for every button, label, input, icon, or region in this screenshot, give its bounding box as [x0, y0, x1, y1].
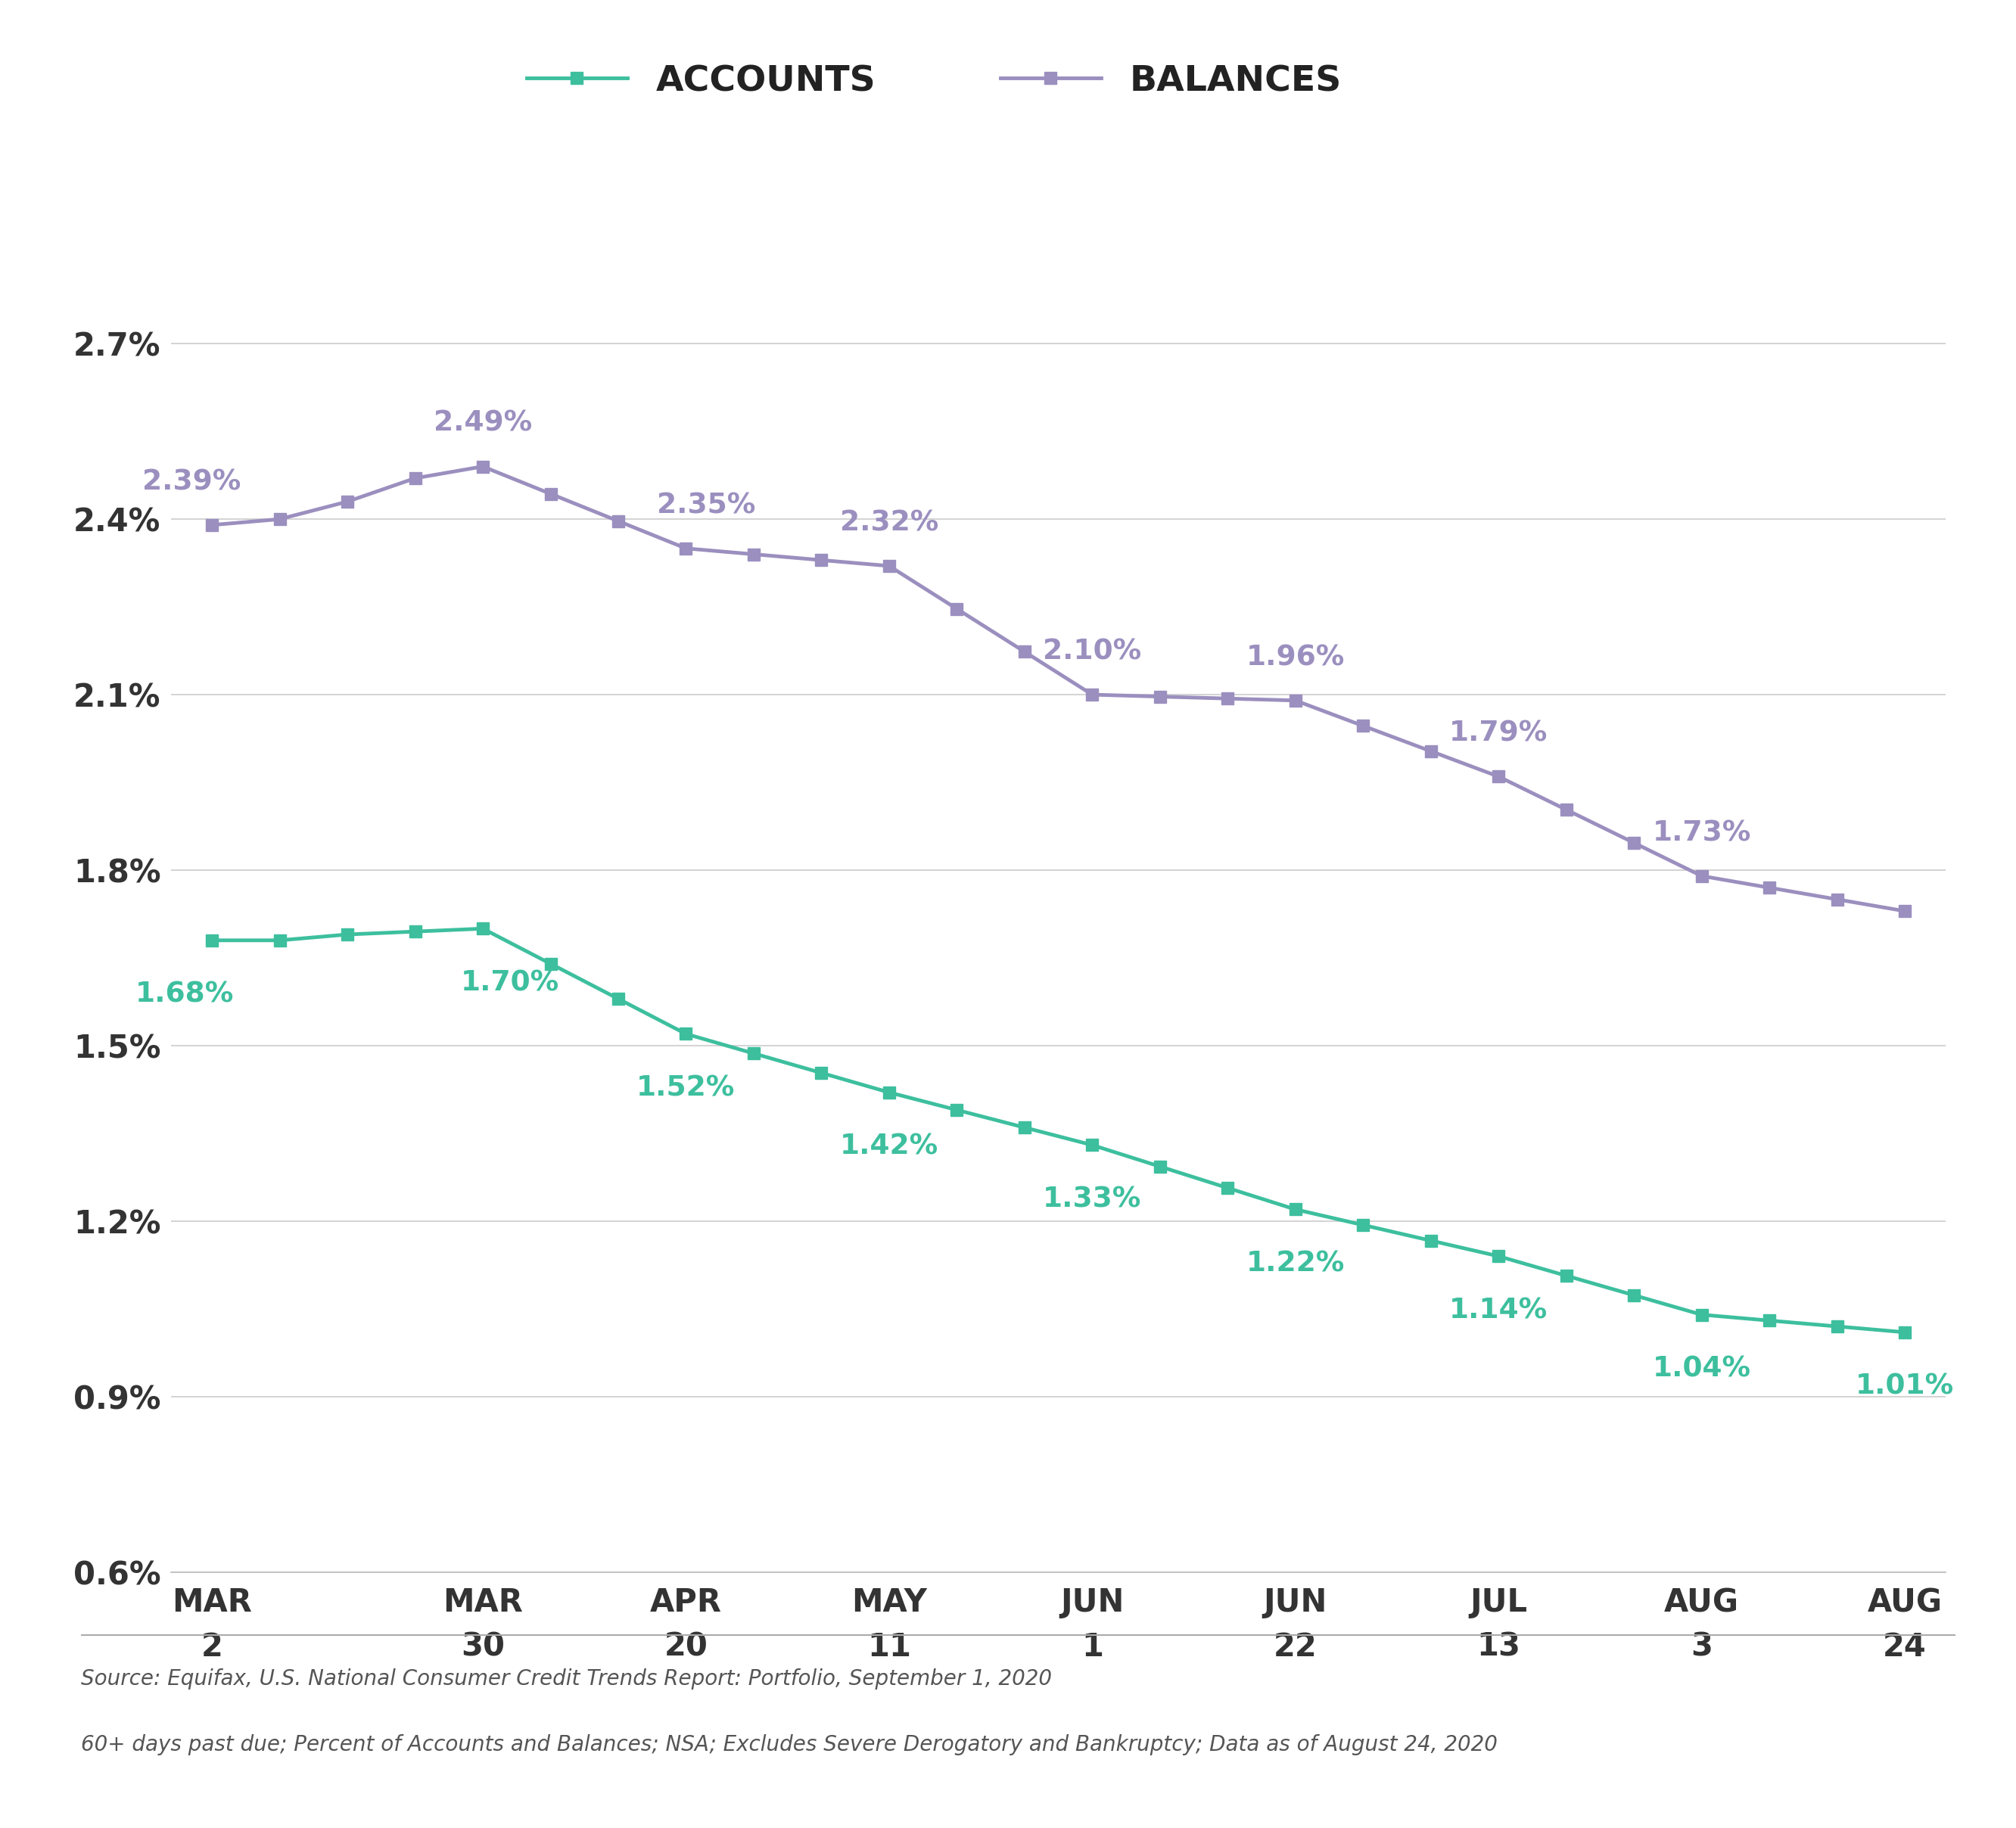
Text: SEVERE DELINQUENCY RATE — BANKCARD: SEVERE DELINQUENCY RATE — BANKCARD [44, 66, 1343, 117]
Legend: ACCOUNTS, BALANCES: ACCOUNTS, BALANCES [512, 49, 1357, 113]
Text: 1.04%: 1.04% [1653, 1356, 1752, 1384]
Text: 1.79%: 1.79% [1450, 720, 1548, 748]
Text: 1.14%: 1.14% [1450, 1298, 1548, 1325]
Text: 1.01%: 1.01% [1855, 1373, 1954, 1400]
Text: 1.52%: 1.52% [637, 1075, 736, 1102]
Text: 1.73%: 1.73% [1653, 819, 1752, 846]
Text: 1.68%: 1.68% [135, 982, 234, 1009]
Text: 1.22%: 1.22% [1246, 1250, 1345, 1278]
Text: 2.49%: 2.49% [433, 409, 532, 437]
Text: 2.10%: 2.10% [1042, 638, 1141, 665]
Text: 1.96%: 1.96% [1246, 643, 1345, 671]
Text: 2.35%: 2.35% [657, 492, 756, 519]
Text: 60+ days past due; Percent of Accounts and Balances; NSA; Excludes Severe Deroga: 60+ days past due; Percent of Accounts a… [81, 1733, 1498, 1755]
Text: 2.39%: 2.39% [143, 468, 242, 495]
Text: 2.32%: 2.32% [841, 510, 939, 537]
Text: Source: Equifax, U.S. National Consumer Credit Trends Report: Portfolio, Septemb: Source: Equifax, U.S. National Consumer … [81, 1667, 1052, 1689]
Text: 1.33%: 1.33% [1042, 1186, 1141, 1214]
Text: 1.42%: 1.42% [841, 1133, 937, 1161]
Text: 1.70%: 1.70% [460, 969, 558, 996]
